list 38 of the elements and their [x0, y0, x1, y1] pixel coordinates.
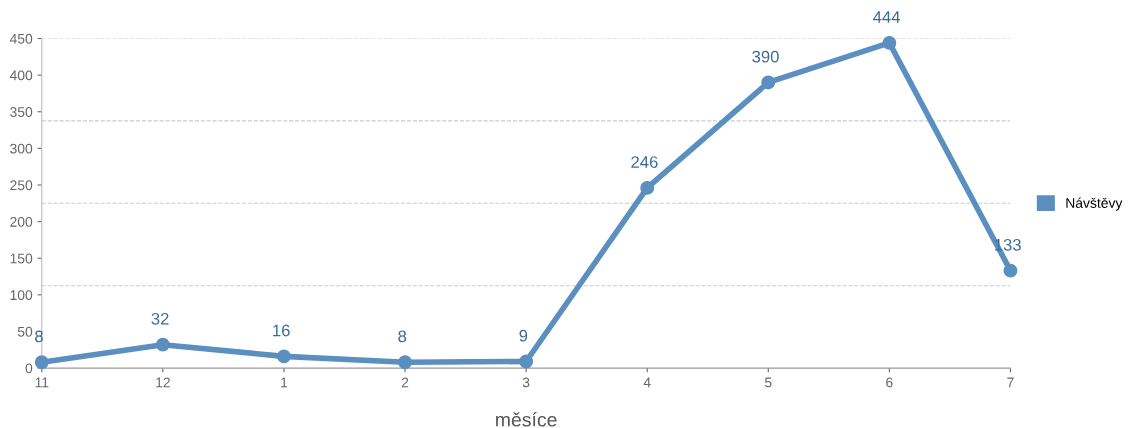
- y-tick-label: 250: [10, 180, 33, 191]
- y-tick-label: 50: [17, 326, 33, 337]
- point: [882, 35, 897, 50]
- point: [761, 75, 776, 90]
- point: [519, 354, 534, 369]
- data-label: 9: [519, 329, 528, 342]
- y-tick-label: 100: [10, 290, 33, 301]
- data-label: 8: [35, 330, 43, 343]
- data-label: 16: [273, 324, 290, 337]
- point: [1003, 263, 1018, 278]
- point: [155, 337, 170, 352]
- y-tick-label: 350: [10, 107, 33, 117]
- x-tick-label: 1: [281, 377, 288, 388]
- data-label: 246: [631, 156, 658, 168]
- x-axis-title: měsíce: [496, 412, 557, 427]
- x-tick-label: 7: [1007, 377, 1014, 388]
- x-tick-label: 5: [764, 377, 772, 388]
- x-tick-label: 4: [643, 377, 651, 388]
- point: [398, 355, 412, 370]
- y-tick-label: 150: [10, 253, 33, 264]
- y-tick-label: 450: [9, 33, 33, 44]
- point: [276, 349, 291, 364]
- data-label: 390: [752, 50, 779, 63]
- point: [34, 355, 49, 370]
- x-tick-label: 2: [401, 377, 409, 388]
- x-tick-label: 12: [156, 377, 170, 388]
- y-tick-label: 400: [9, 70, 33, 81]
- y-tick-label: 200: [10, 216, 33, 227]
- x-tick-label: 11: [35, 377, 49, 388]
- y-tick-label: 300: [10, 143, 33, 154]
- data-label: 444: [873, 11, 901, 23]
- data-label: 32: [151, 312, 169, 325]
- legend-label: Návštěvy: [1066, 197, 1123, 211]
- x-tick-label: 3: [522, 377, 530, 388]
- y-tick-label: 0: [25, 363, 33, 374]
- point: [640, 180, 655, 195]
- data-label: 8: [398, 330, 407, 343]
- x-tick-label: 6: [886, 377, 893, 388]
